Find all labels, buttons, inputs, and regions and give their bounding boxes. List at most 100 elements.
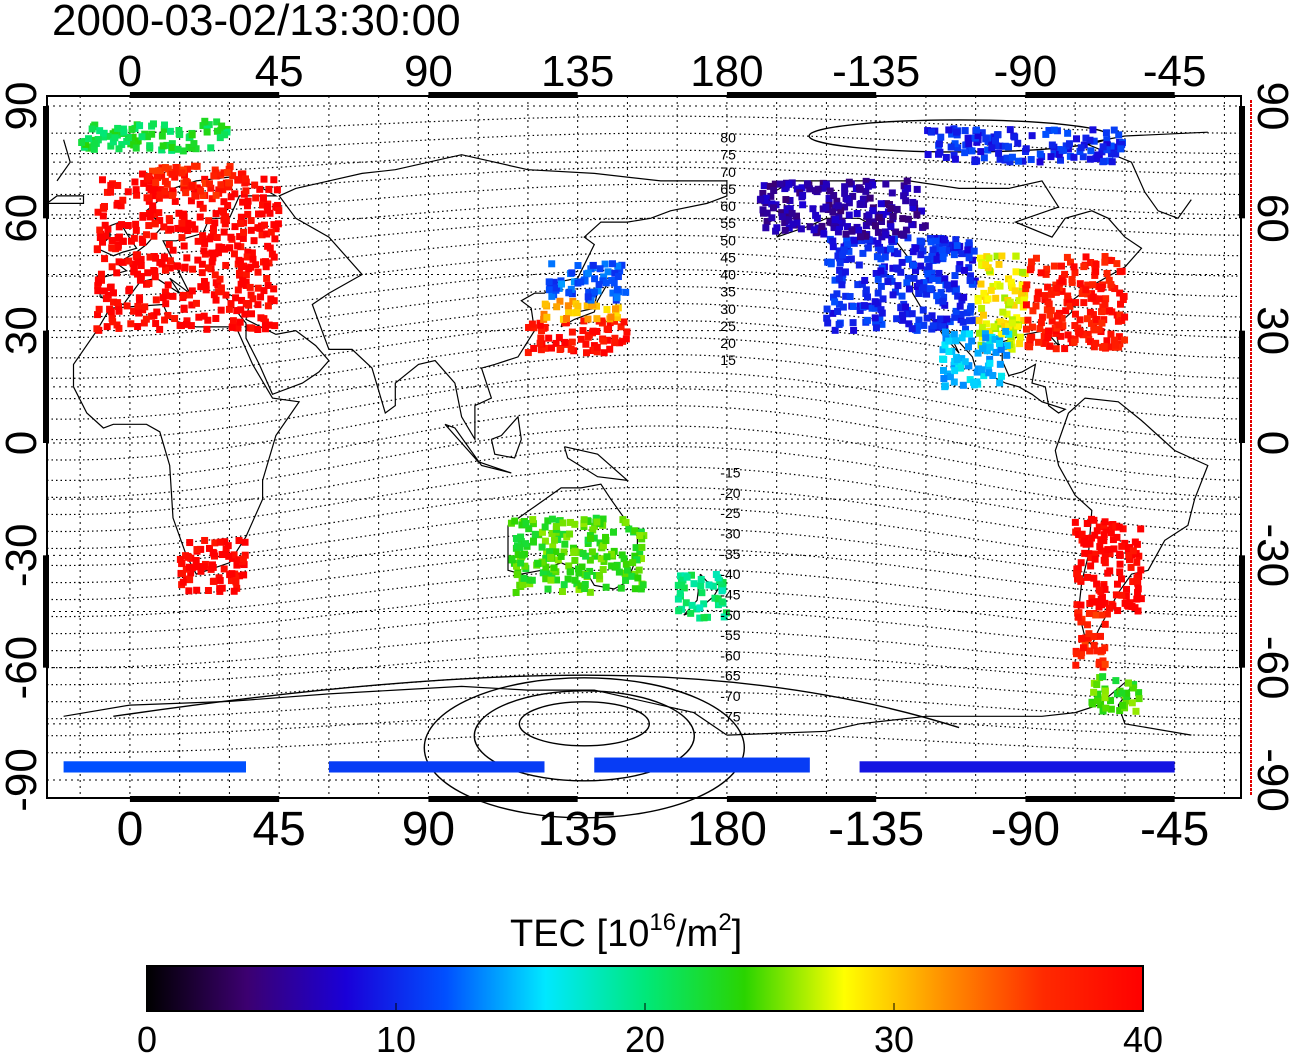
tec-point bbox=[914, 322, 922, 330]
tec-point bbox=[894, 282, 902, 290]
tec-point bbox=[1043, 306, 1051, 314]
tec-point bbox=[543, 313, 551, 321]
tec-point bbox=[1111, 285, 1119, 293]
tec-point bbox=[611, 317, 619, 325]
tec-point bbox=[1101, 687, 1109, 695]
tec-point bbox=[714, 574, 722, 582]
tec-point bbox=[1022, 285, 1030, 293]
tec-point bbox=[975, 317, 983, 325]
tec-point bbox=[231, 223, 239, 231]
tec-point bbox=[183, 317, 191, 325]
tec-point bbox=[599, 566, 607, 574]
tec-point bbox=[1073, 570, 1081, 578]
maglat-label: 60 bbox=[720, 198, 736, 214]
tec-point bbox=[1041, 292, 1049, 300]
tec-point bbox=[872, 318, 880, 326]
maglat-label: 35 bbox=[720, 284, 736, 300]
tec-point bbox=[904, 274, 912, 282]
tec-point bbox=[921, 222, 929, 230]
maglat-label: -70 bbox=[720, 688, 740, 704]
frame-bar-right bbox=[1239, 555, 1245, 668]
tec-point bbox=[1124, 545, 1132, 553]
tec-point bbox=[1066, 302, 1074, 310]
tec-point bbox=[134, 137, 142, 145]
tec-point bbox=[103, 323, 111, 331]
tec-point bbox=[617, 584, 625, 592]
tec-point bbox=[996, 155, 1004, 163]
tec-point bbox=[951, 287, 959, 295]
tec-point bbox=[1089, 700, 1097, 708]
tec-point bbox=[925, 262, 933, 270]
tec-point bbox=[878, 233, 886, 241]
tec-point bbox=[974, 349, 982, 357]
tec-point bbox=[194, 256, 202, 264]
tec-point bbox=[158, 132, 166, 140]
tec-point bbox=[538, 543, 546, 551]
tec-point bbox=[937, 289, 945, 297]
tec-point bbox=[164, 165, 172, 173]
tec-point bbox=[522, 519, 530, 527]
tec-point bbox=[893, 315, 901, 323]
tec-point bbox=[947, 143, 955, 151]
tec-point bbox=[913, 326, 921, 334]
tec-point bbox=[899, 215, 907, 223]
tec-point bbox=[186, 539, 194, 547]
tec-point bbox=[1072, 299, 1080, 307]
tec-point bbox=[272, 225, 280, 233]
tec-point bbox=[144, 269, 152, 277]
tec-point bbox=[618, 551, 626, 559]
tec-point bbox=[1029, 307, 1037, 315]
tec-point bbox=[184, 219, 192, 227]
tec-point bbox=[899, 316, 907, 324]
tec-point bbox=[986, 327, 994, 335]
tec-point bbox=[996, 282, 1004, 290]
tec-point bbox=[270, 297, 278, 305]
tec-point bbox=[167, 225, 175, 233]
tec-point bbox=[1090, 641, 1098, 649]
tec-point bbox=[1135, 695, 1143, 703]
tec-point bbox=[163, 141, 171, 149]
tec-point bbox=[1098, 601, 1106, 609]
tec-point bbox=[546, 548, 554, 556]
tec-point bbox=[917, 242, 925, 250]
tec-point bbox=[1072, 650, 1080, 658]
tec-point bbox=[200, 247, 208, 255]
tec-point bbox=[861, 195, 869, 203]
tec-point bbox=[106, 132, 114, 140]
tec-point bbox=[799, 201, 807, 209]
tec-point bbox=[169, 187, 177, 195]
tec-point bbox=[607, 313, 615, 321]
tec-point bbox=[1106, 550, 1114, 558]
tec-point bbox=[574, 262, 582, 270]
tec-point bbox=[273, 186, 281, 194]
tec-point bbox=[239, 555, 247, 563]
tec-point bbox=[940, 366, 948, 374]
tec-point bbox=[537, 346, 545, 354]
tec-point bbox=[127, 320, 135, 328]
maglat-contour bbox=[46, 731, 1242, 754]
tec-point bbox=[718, 582, 726, 590]
tec-point bbox=[836, 259, 844, 267]
tec-point bbox=[903, 279, 911, 287]
maglat-contour bbox=[46, 670, 1242, 703]
tec-point bbox=[1093, 151, 1101, 159]
maglat-label: 15 bbox=[720, 352, 736, 368]
tec-point bbox=[869, 207, 877, 215]
tec-point bbox=[210, 291, 218, 299]
tec-point bbox=[1003, 342, 1011, 350]
tec-point bbox=[586, 567, 594, 575]
tec-point bbox=[176, 131, 184, 139]
tec-point bbox=[1006, 126, 1014, 134]
tec-point bbox=[1005, 143, 1013, 151]
tec-point bbox=[872, 269, 880, 277]
tec-point bbox=[586, 588, 594, 596]
tec-point bbox=[192, 556, 200, 564]
tec-point bbox=[845, 178, 853, 186]
tec-point bbox=[1117, 300, 1125, 308]
tec-point bbox=[1086, 308, 1094, 316]
tec-point bbox=[904, 255, 912, 263]
tec-point bbox=[227, 193, 235, 201]
tec-point bbox=[984, 295, 992, 303]
tec-point bbox=[132, 226, 140, 234]
tec-point bbox=[919, 247, 927, 255]
